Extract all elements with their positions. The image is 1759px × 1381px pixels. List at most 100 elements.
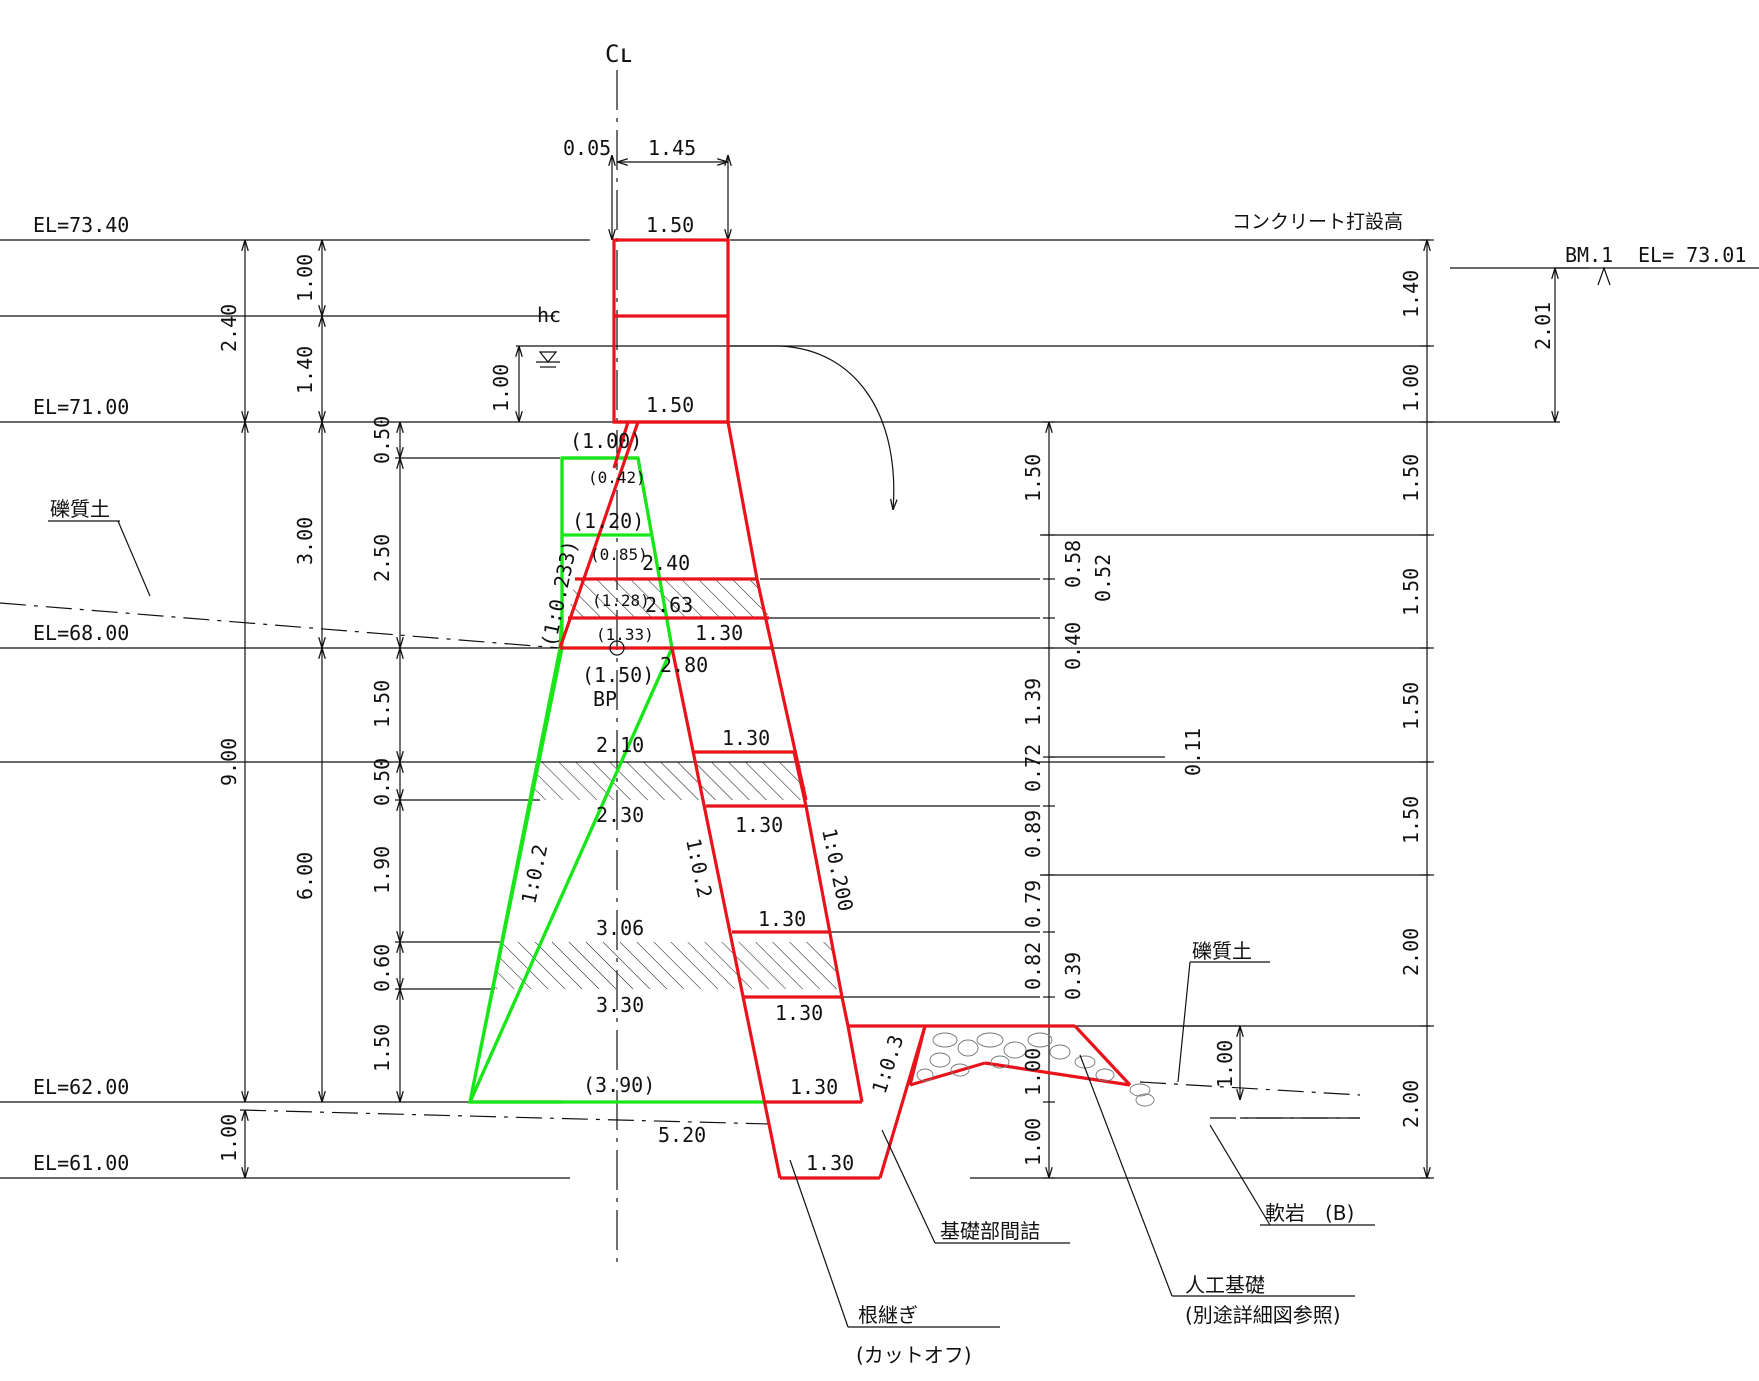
w-5-20: 5.20: [658, 1123, 706, 1147]
w-2-63: 2.63: [645, 593, 693, 617]
foundation-fill-label: 基礎部間詰: [940, 1219, 1040, 1243]
w-0-42: (0.42): [588, 468, 646, 487]
r-2-00-a: 2.00: [1399, 928, 1423, 976]
cutoff-note: (カットオフ): [856, 1343, 972, 1367]
bp-label: BP: [593, 687, 617, 711]
w-2-30: 2.30: [596, 803, 644, 827]
w-2-40: 2.40: [642, 551, 690, 575]
el-spill: EL=71.00: [33, 395, 129, 419]
w-3-06: 3.06: [596, 916, 644, 940]
gravel-soil-left: 礫質土: [50, 497, 110, 521]
w-1-20: (1.20): [572, 509, 644, 533]
dimension-lines: [245, 155, 1555, 1178]
crest-width-spill: 1.50: [646, 393, 694, 417]
bp-marker: [609, 640, 625, 656]
crest-half-width: 1.45: [648, 136, 696, 160]
el-62: EL=62.00: [33, 1075, 129, 1099]
w-2-10: 2.10: [596, 733, 644, 757]
dim-0-50-b: 0.50: [370, 758, 394, 806]
w-1-30-g: 1.30: [806, 1151, 854, 1175]
m-1-00-c: 1.00: [1213, 1040, 1237, 1088]
left-dimension-labels: 2.40 9.00 1.00 1.00 1.40 3.00 6.00 0.50 …: [217, 254, 513, 1162]
el-61: EL=61.00: [33, 1151, 129, 1175]
dim-1-50-a: 1.50: [370, 680, 394, 728]
middle-dimension-labels: 1.50 0.58 0.52 0.40 1.39 0.11 0.72 0.89 …: [1021, 454, 1237, 1166]
r-1-50-d: 1.50: [1399, 796, 1423, 844]
w-0-85: (0.85): [590, 545, 648, 564]
overflow-arc: [779, 345, 894, 510]
m-0-39: 0.39: [1061, 952, 1085, 1000]
w-1-00: (1.00): [570, 429, 642, 453]
r-1-50-b: 1.50: [1399, 568, 1423, 616]
dim-0-60: 0.60: [370, 944, 394, 992]
m-0-52: 0.52: [1091, 554, 1115, 602]
m-0-40: 0.40: [1061, 622, 1085, 670]
dim-2-50: 2.50: [370, 534, 394, 582]
el-top: EL=73.40: [33, 213, 129, 237]
m-0-11: 0.11: [1181, 728, 1205, 776]
w-1-50p: (1.50): [582, 663, 654, 687]
artificial-foundation-label: 人工基礎: [1185, 1273, 1265, 1297]
dim-0-50-a: 0.50: [370, 416, 394, 464]
m-0-89: 0.89: [1021, 810, 1045, 858]
w-1-30-a: 1.30: [695, 621, 743, 645]
r-2-00-b: 2.00: [1399, 1080, 1423, 1128]
crest-offset: 0.05: [563, 136, 611, 160]
r-1-50-a: 1.50: [1399, 454, 1423, 502]
dim-3-00: 3.00: [293, 517, 317, 565]
m-1-00-a: 1.00: [1021, 1048, 1045, 1096]
hc-label: hc: [537, 303, 561, 327]
centerline-label: Cʟ: [605, 40, 634, 68]
body-width-labels: (1.00) (0.42) (1.20) (0.85) 2.40 (1.28) …: [516, 429, 908, 1175]
m-1-50: 1.50: [1021, 454, 1045, 502]
m-0-58: 0.58: [1061, 540, 1085, 588]
concrete-pour-label: コンクリート打設高: [1232, 211, 1403, 233]
water-level-icon: [536, 351, 560, 368]
w-1-30-f: 1.30: [790, 1075, 838, 1099]
m-0-82: 0.82: [1021, 942, 1045, 990]
benchmark-marker: [1555, 266, 1611, 286]
dim-2-40: 2.40: [217, 304, 241, 352]
w-1-28: (1.28): [592, 591, 650, 610]
bm-value: EL= 73.01: [1638, 243, 1746, 267]
w-1-33: (1.33): [596, 625, 654, 644]
w-1-30-d: 1.30: [758, 907, 806, 931]
soft-rock-label: 軟岩 (B): [1265, 1201, 1354, 1225]
dim-9-00: 9.00: [217, 738, 241, 786]
crest-width-top: 1.50: [646, 213, 694, 237]
artificial-foundation-note: (別途詳細図参照): [1185, 1303, 1341, 1327]
m-0-79: 0.79: [1021, 880, 1045, 928]
m-1-00-b: 1.00: [1021, 1118, 1045, 1166]
el-68: EL=68.00: [33, 621, 129, 645]
gravel-soil-right: 礫質土: [1192, 939, 1252, 963]
w-1-30-e: 1.30: [775, 1001, 823, 1025]
r-1-50-c: 1.50: [1399, 682, 1423, 730]
w-3-30: 3.30: [596, 993, 644, 1017]
dam-body-red: [558, 238, 1132, 1180]
dim-1-00-top: 1.00: [293, 254, 317, 302]
hatched-joints: [495, 579, 840, 989]
r-1-00: 1.00: [1399, 364, 1423, 412]
dimension-ticks: [1043, 239, 1434, 1179]
cutoff-label: 根継ぎ: [858, 1303, 918, 1327]
leader-lines: [48, 520, 1375, 1328]
slope-apron: 1:0.3: [867, 1032, 908, 1097]
dim-1-00-base: 1.00: [217, 1114, 241, 1162]
dim-6-00: 6.00: [293, 852, 317, 900]
dam-body-green: [467, 456, 768, 1104]
w-1-30-b: 1.30: [722, 726, 770, 750]
ground-lines: [0, 602, 1361, 1125]
dim-1-50-b: 1.50: [370, 1024, 394, 1072]
dim-overflow-1-00: 1.00: [489, 364, 513, 412]
m-1-39: 1.39: [1021, 678, 1045, 726]
dim-1-40: 1.40: [293, 346, 317, 394]
w-2-80: 2.80: [660, 653, 708, 677]
w-1-30-c: 1.30: [735, 813, 783, 837]
r-1-40: 1.40: [1399, 270, 1423, 318]
m-0-72: 0.72: [1021, 744, 1045, 792]
elevation-lines: [0, 239, 1759, 1179]
dim-1-90: 1.90: [370, 846, 394, 894]
bm-label: BM.1: [1565, 243, 1613, 267]
right-dimension-labels: 1.40 1.00 1.50 1.50 1.50 1.50 2.00 2.00: [1399, 270, 1423, 1128]
